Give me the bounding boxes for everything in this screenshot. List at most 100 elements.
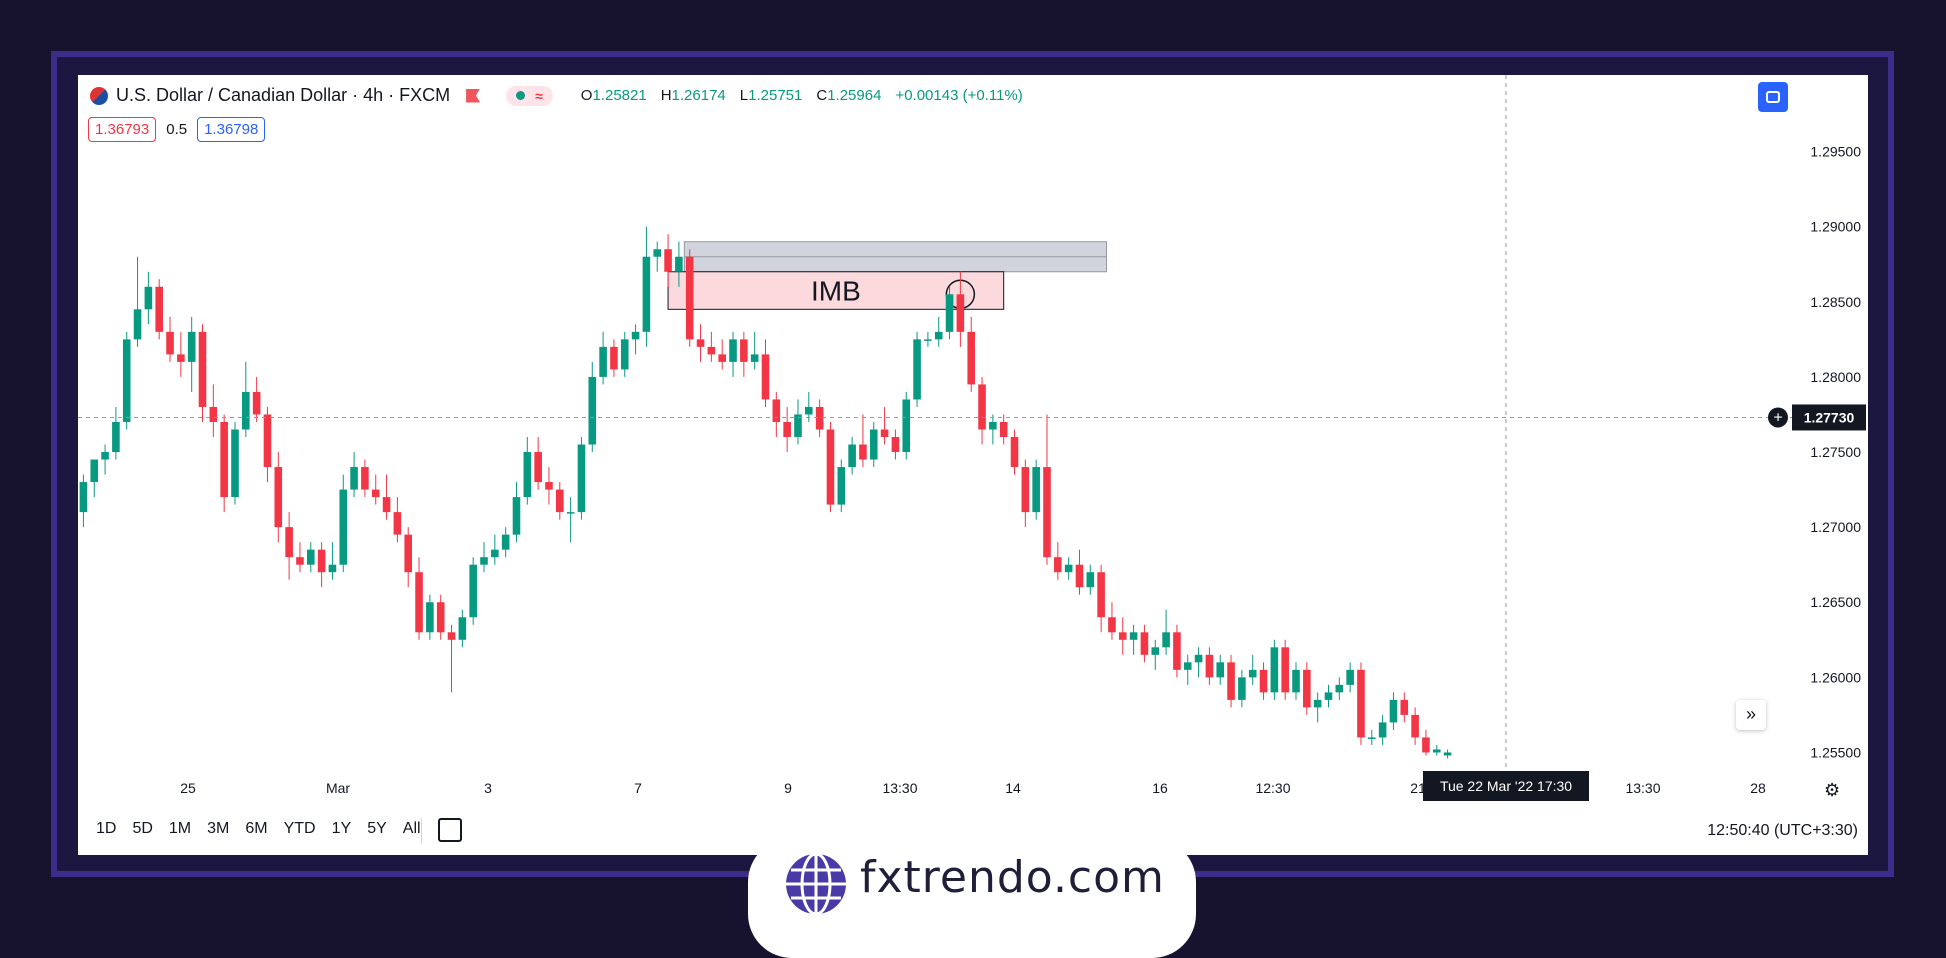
crosshair-add-icon-glyph: + xyxy=(1773,409,1782,426)
candle-body xyxy=(1346,669,1354,685)
candle-body xyxy=(220,421,228,498)
candle-body xyxy=(252,391,261,415)
brand-name: fxtrendo.com xyxy=(860,852,1165,903)
candle-body xyxy=(296,557,304,565)
candle-body xyxy=(1281,647,1289,693)
time-axis-tick: 12:30 xyxy=(1255,780,1290,796)
time-axis-tick: 21 xyxy=(1410,780,1426,796)
price-axis-tick: 1.28500 xyxy=(1810,294,1861,310)
candle-body xyxy=(999,421,1008,437)
range-button[interactable]: 5D xyxy=(132,820,153,837)
candle-body xyxy=(1086,572,1095,588)
candle-body xyxy=(837,467,846,505)
candle-body xyxy=(859,444,867,460)
candle-body xyxy=(1064,564,1073,573)
candle-body xyxy=(620,339,629,370)
candle-body xyxy=(1389,699,1398,723)
candle-body xyxy=(794,414,802,437)
crosshair-add-icon xyxy=(1768,407,1788,428)
range-button[interactable]: 1Y xyxy=(331,820,352,837)
candle-body xyxy=(783,421,791,437)
candle-body xyxy=(144,286,153,310)
time-axis-tick: 9 xyxy=(784,780,792,796)
candle-body xyxy=(924,339,932,341)
range-button[interactable]: All xyxy=(402,820,421,837)
candle-body xyxy=(675,256,683,272)
candle-body xyxy=(166,331,174,355)
candle-body xyxy=(588,376,597,445)
time-axis-tick: 16 xyxy=(1152,780,1168,796)
candle-body xyxy=(101,452,109,460)
candle-body xyxy=(848,444,856,468)
range-button[interactable]: 3M xyxy=(207,820,230,837)
candle-body xyxy=(534,452,542,483)
range-button[interactable]: 6M xyxy=(245,820,268,837)
candle-body xyxy=(913,339,921,400)
candle-body xyxy=(1173,632,1181,670)
candle-body xyxy=(512,497,521,535)
candle-body xyxy=(631,331,640,340)
low-label: L xyxy=(739,87,749,104)
candle-body xyxy=(685,256,694,340)
range-button[interactable]: 5Y xyxy=(367,820,387,837)
candle-body xyxy=(642,256,651,332)
price-axis-tick: 1.27000 xyxy=(1810,519,1861,535)
scroll-to-realtime-button[interactable]: » xyxy=(1736,700,1766,730)
candle-body xyxy=(436,602,445,633)
crosshair-time-label: Tue 22 Mar '22 17:30 xyxy=(1440,778,1572,794)
candle-body xyxy=(1151,647,1160,655)
low-value: 1.25751 xyxy=(748,87,803,104)
price-axis-tick: 1.28000 xyxy=(1810,369,1861,385)
time-axis-tick: 3 xyxy=(484,780,492,796)
candle-body xyxy=(967,331,975,385)
spread-value: 0.5 xyxy=(166,121,188,138)
candle-body xyxy=(1129,632,1138,640)
price-axis-tick: 1.26000 xyxy=(1810,669,1861,685)
candle-body xyxy=(1357,669,1365,738)
indicator-toggle[interactable]: ≈ xyxy=(506,85,553,106)
candle-body xyxy=(805,406,813,415)
candle-body xyxy=(761,354,770,400)
candle-body xyxy=(945,294,954,332)
price-chart[interactable]: IMB +1.27730 1.29500 1.29000 1.28500 1.2800… xyxy=(78,75,1868,810)
chart-panel[interactable]: U.S. Dollar / Canadian Dollar · 4h · FXC… xyxy=(78,75,1868,855)
flag-marker-icon[interactable] xyxy=(466,88,481,103)
price-axis-tick: 1.29500 xyxy=(1810,144,1861,160)
candle-body xyxy=(328,564,337,573)
candle-body xyxy=(1075,564,1084,588)
high-value: 1.26174 xyxy=(671,87,726,104)
candle-body xyxy=(1216,662,1225,678)
candle-body xyxy=(1021,467,1030,513)
candle-body xyxy=(404,534,413,573)
candle-body xyxy=(1043,467,1051,558)
sell-button[interactable]: 1.36793 xyxy=(88,117,157,142)
candle-body xyxy=(978,384,986,430)
crosshair-price-label: 1.27730 xyxy=(1804,409,1855,425)
range-button[interactable]: 1M xyxy=(168,820,192,837)
candle-body xyxy=(815,406,824,430)
candle-body xyxy=(155,286,163,332)
settings-gear-icon[interactable]: ⚙ xyxy=(1824,780,1841,800)
calendar-goto-icon[interactable] xyxy=(438,818,462,842)
candle-body xyxy=(371,489,380,498)
candle-body xyxy=(415,572,423,633)
price-axis-tick: 1.25500 xyxy=(1810,744,1861,760)
candle-body xyxy=(1378,722,1387,738)
crosshair-time-label-bg xyxy=(1423,771,1589,801)
open-value: 1.25821 xyxy=(592,87,647,104)
buy-button[interactable]: 1.36798 xyxy=(197,117,266,142)
bottom-toolbar: 1D 5D 1M 3M 6M YTD 1Y 5Y All 12:50:40 (UTC+3:30) xyxy=(78,810,1868,855)
symbol-title[interactable]: U.S. Dollar / Canadian Dollar · 4h · FXC… xyxy=(116,85,451,105)
fullscreen-button[interactable] xyxy=(1758,82,1788,112)
candle-body xyxy=(112,421,120,453)
change-value: +0.00143 (+0.11%) xyxy=(895,87,1023,104)
candle-body xyxy=(891,437,900,453)
candle-body xyxy=(523,452,532,498)
crosshair-price-label-bg xyxy=(1792,404,1866,431)
clock-readout[interactable]: 12:50:40 (UTC+3:30) xyxy=(1707,822,1858,839)
open-label: O xyxy=(580,87,593,104)
candle-body xyxy=(696,339,705,347)
range-button[interactable]: 1D xyxy=(96,820,117,837)
range-button[interactable]: YTD xyxy=(283,820,316,837)
candle-body xyxy=(242,391,250,430)
